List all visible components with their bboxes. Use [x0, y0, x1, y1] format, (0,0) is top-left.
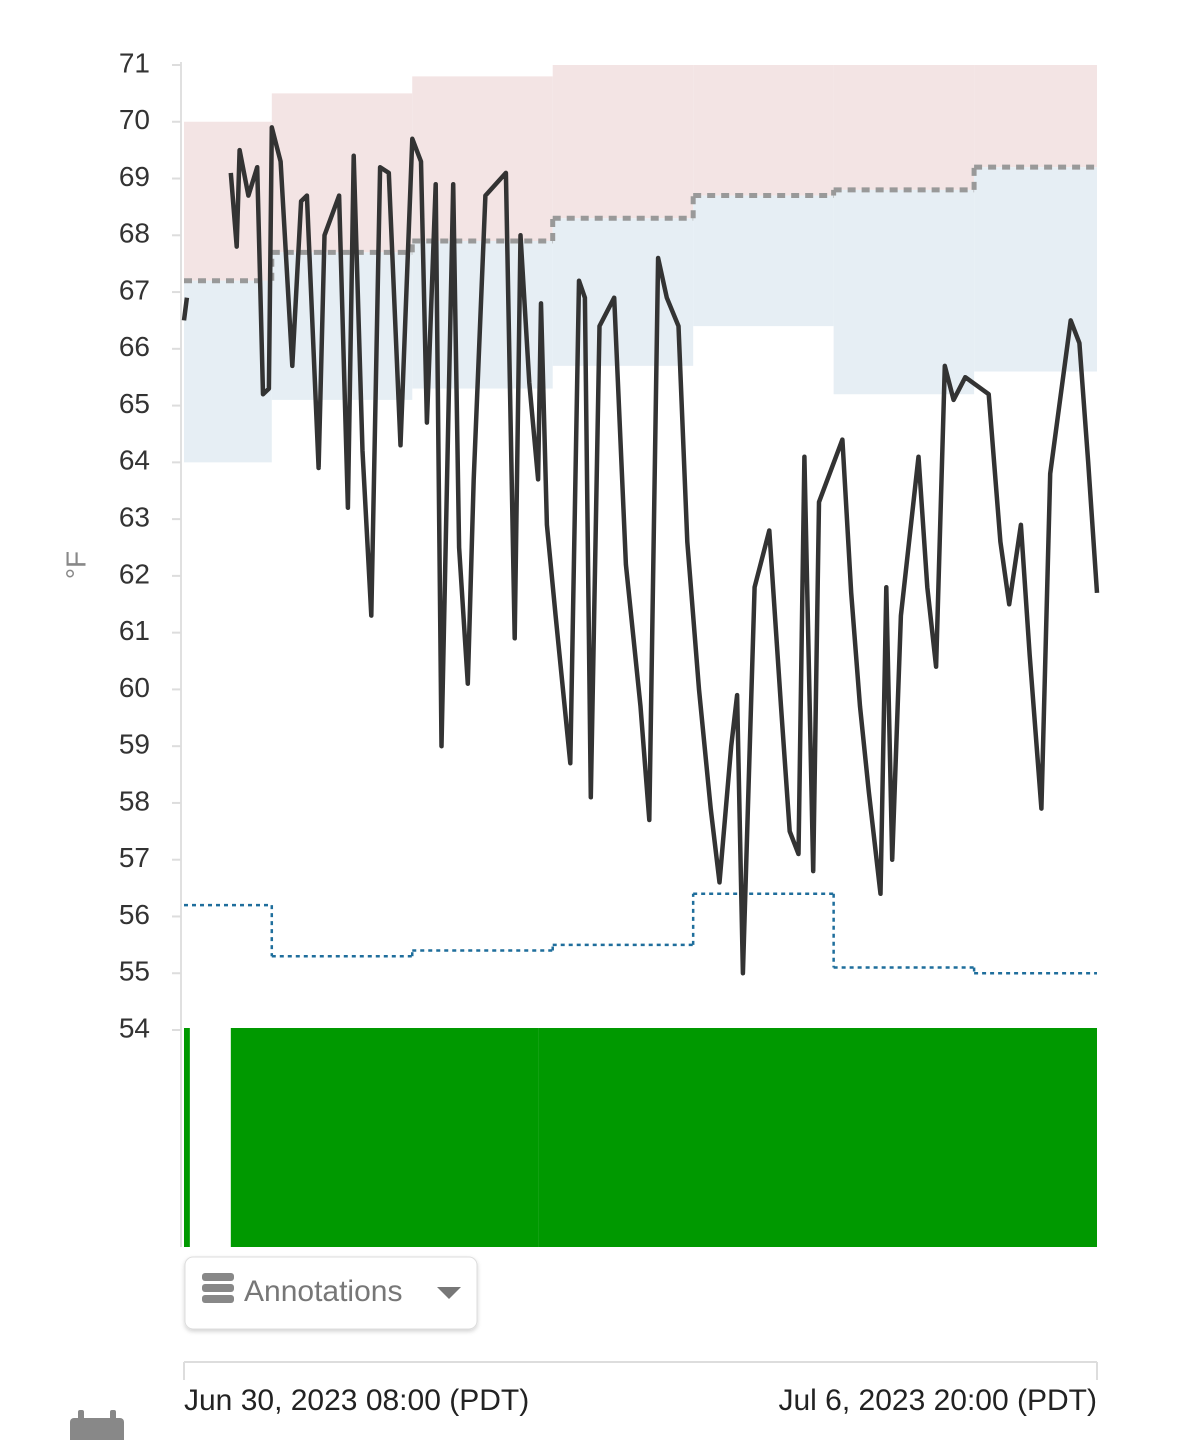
- y-axis-label: °F: [60, 551, 91, 579]
- status-segment: [184, 1028, 190, 1247]
- y-tick-label: 59: [119, 729, 150, 760]
- upper-band: [552, 65, 694, 219]
- upper-band: [974, 65, 1097, 168]
- y-tick-label: 67: [119, 274, 150, 305]
- y-tick-label: 58: [119, 785, 150, 816]
- y-ticks: 54 55 56 57 58 59 60 61 62 63 64 65 66 67 68 69 70 71: [119, 47, 181, 1043]
- calendar-icon: [70, 1410, 124, 1440]
- lower-band: [693, 195, 834, 327]
- lower-band: [184, 280, 272, 463]
- status-segment: [538, 1028, 1097, 1247]
- y-tick-label: 56: [119, 899, 150, 930]
- x-axis: Jun 30, 2023 08:00 (PDT) Jul 6, 2023 20:0…: [183, 1361, 1098, 1417]
- y-tick-label: 55: [119, 956, 150, 987]
- y-tick-label: 71: [119, 47, 150, 78]
- y-tick-label: 62: [119, 558, 150, 589]
- upper-band: [693, 65, 834, 196]
- x-tick-label: Jul 6, 2023 20:00 (PDT): [778, 1384, 1097, 1417]
- y-tick-label: 63: [119, 502, 150, 533]
- annotations-button[interactable]: Annotations: [184, 1256, 478, 1330]
- y-tick-label: 65: [119, 388, 150, 419]
- y-tick-label: 60: [119, 672, 150, 703]
- status-segment: [230, 1028, 539, 1247]
- y-tick-label: 64: [119, 445, 150, 476]
- dropdown-caret: [437, 1287, 461, 1299]
- plot-area: [181, 125, 1100, 976]
- button-icon: [202, 1273, 234, 1303]
- button-label[interactable]: Annotations: [244, 1275, 402, 1308]
- y-tick-label: 69: [119, 161, 150, 192]
- y-tick-label: 68: [119, 218, 150, 249]
- y-tick-label: 66: [119, 331, 150, 362]
- temperature-line: [181, 125, 1100, 976]
- x-tick-label: Jun 30, 2023 08:00 (PDT): [184, 1384, 529, 1417]
- lower-band: [833, 189, 975, 395]
- lower-band: [552, 218, 694, 366]
- button-box[interactable]: [184, 1256, 478, 1330]
- y-tick-label: 54: [119, 1012, 150, 1043]
- status-strip: [184, 1028, 1097, 1247]
- upper-band: [833, 65, 975, 190]
- y-tick-label: 61: [119, 615, 150, 646]
- y-tick-label: 70: [119, 104, 150, 135]
- y-tick-label: 57: [119, 842, 150, 873]
